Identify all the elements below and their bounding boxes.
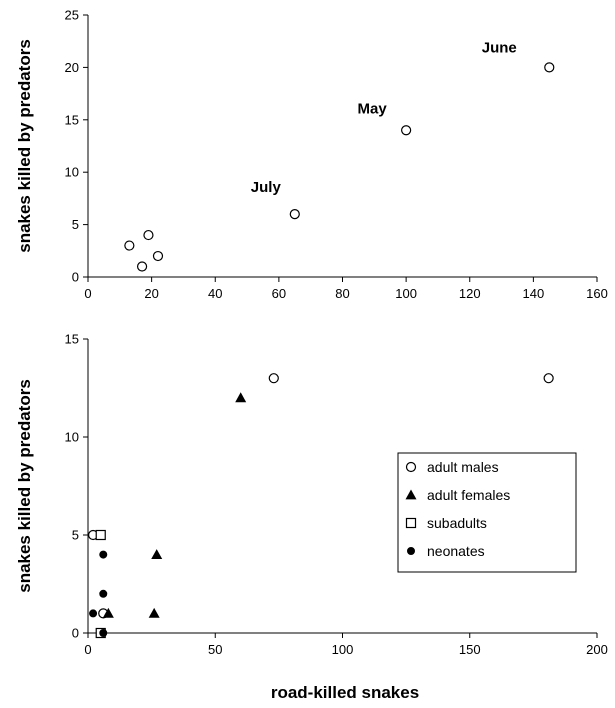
data-point — [102, 607, 114, 618]
point-annotation: May — [358, 100, 388, 117]
y-tick-label: 20 — [65, 60, 79, 75]
y-tick-label: 15 — [65, 332, 79, 347]
y-tick-label: 0 — [72, 626, 79, 641]
legend-entry-label: adult males — [427, 459, 499, 475]
data-point — [148, 607, 160, 618]
x-tick-label: 100 — [332, 642, 354, 657]
y-tick-label: 5 — [72, 217, 79, 232]
data-point — [401, 125, 412, 136]
y-tick-label: 0 — [72, 270, 79, 285]
legend-entry-label: adult females — [427, 487, 510, 503]
x-tick-label: 160 — [586, 286, 608, 301]
data-point — [99, 589, 108, 598]
legend-frame — [397, 452, 577, 573]
data-point — [289, 209, 300, 220]
bottom-scatter-panel: 0 50 100 150 200 0 5 10 15 snakes killed by preda… — [15, 332, 608, 658]
data-point — [544, 62, 555, 73]
legend-marker — [405, 461, 417, 473]
data-point — [151, 549, 163, 559]
y-tick-label: 15 — [65, 112, 79, 127]
point-annotation: July — [251, 179, 282, 196]
data-point — [235, 392, 247, 403]
y-axis-title: snakes killed by predators — [15, 39, 34, 253]
x-tick-label: 50 — [208, 642, 222, 657]
x-tick-label: 100 — [395, 286, 417, 301]
top-scatter-panel: 0 20 40 60 80 100 120 140 160 0 5 10 15 20 25 snakes ki… — [15, 8, 608, 302]
x-tick-label: 140 — [523, 286, 545, 301]
legend-marker — [407, 547, 415, 555]
data-point — [268, 373, 279, 384]
x-tick-label: 0 — [84, 642, 91, 657]
x-tick-label: 20 — [144, 286, 158, 301]
data-point — [143, 229, 154, 241]
x-tick-label: 200 — [586, 642, 608, 657]
legend-entry-label: neonates — [427, 543, 485, 559]
y-tick-label: 5 — [72, 528, 79, 543]
data-point — [136, 261, 148, 272]
data-point — [89, 609, 98, 618]
y-tick-label: 10 — [65, 165, 79, 180]
shared-x-axis-title: road-killed snakes — [271, 683, 419, 702]
data-point — [99, 629, 108, 637]
x-tick-label: 80 — [335, 286, 349, 301]
point-annotation: June — [482, 39, 517, 56]
legend-marker — [405, 517, 417, 529]
y-axis-title: snakes killed by predators — [15, 379, 34, 593]
x-tick-label: 40 — [208, 286, 222, 301]
x-tick-label: 0 — [84, 286, 91, 301]
y-tick-label: 25 — [65, 8, 79, 23]
legend: adult males adult females subadults neonate… — [397, 452, 577, 573]
x-tick-label: 150 — [459, 642, 481, 657]
y-tick-label: 10 — [65, 430, 79, 445]
data-point — [543, 373, 554, 384]
x-tick-label: 120 — [459, 286, 481, 301]
data-point — [95, 529, 106, 541]
data-point — [152, 250, 164, 262]
legend-marker — [405, 489, 417, 500]
x-tick-label: 60 — [272, 286, 286, 301]
legend-entry-label: subadults — [427, 515, 487, 531]
data-point — [99, 550, 108, 559]
data-point — [124, 240, 135, 251]
